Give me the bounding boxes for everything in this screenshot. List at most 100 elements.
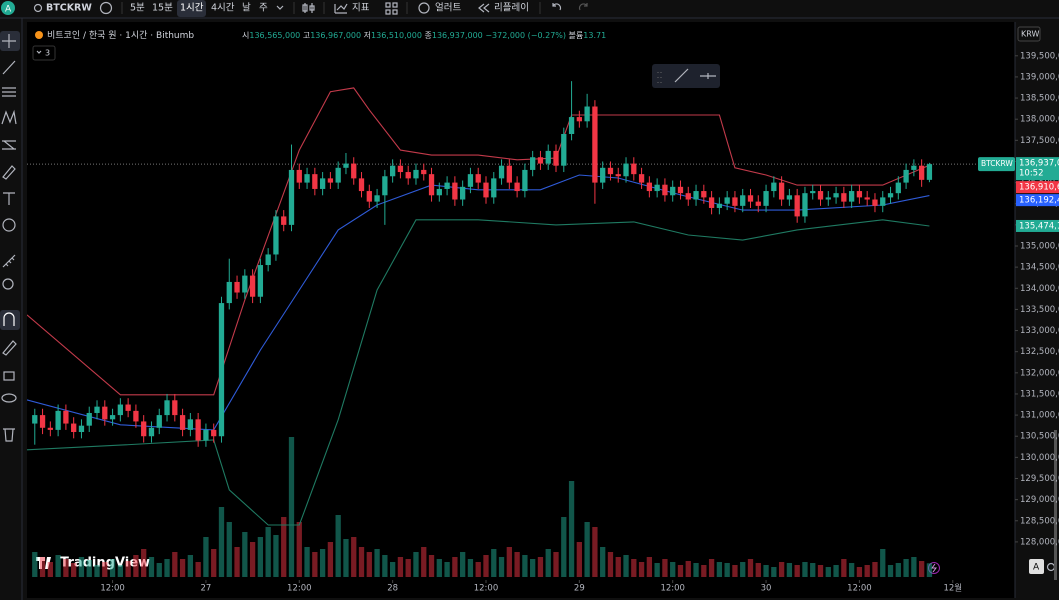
volume-bar [794,565,800,577]
x-tick-label: 12:00 [847,584,872,594]
volume-bar [530,559,536,577]
indicators-icon[interactable] [334,3,348,14]
candle-body [864,197,870,200]
volume-bar [327,542,334,577]
volume-bar [926,563,933,577]
volume-bar [880,549,886,577]
interval[interactable]: 1시간 [180,3,204,14]
alert-icon[interactable] [418,2,430,14]
fib-tool[interactable] [2,87,16,97]
candle-body [561,133,567,166]
compare-icon[interactable] [99,1,113,15]
volume-bar [203,537,209,577]
candle-body [693,191,699,200]
auto-button[interactable] [1029,559,1044,574]
delete-tool[interactable] [3,428,15,442]
candle-body [833,193,839,198]
candle-body [32,415,38,424]
indicator-count: 3 [45,49,50,58]
pattern-tool[interactable] [1,109,17,125]
band-price-box [1016,219,1059,232]
replay-icon[interactable] [478,3,490,13]
volume-bar [226,522,232,577]
interval[interactable]: 5분 [130,3,145,14]
volume-bar [895,563,901,577]
candle-body [436,188,442,196]
indicator-toggle[interactable] [32,45,56,61]
volume-bar [288,437,295,577]
volume-bar [413,552,419,577]
text-tool[interactable] [3,192,15,205]
volume-bar [273,535,279,577]
prediction-tool[interactable] [2,140,16,150]
y-tick-label: 128,000,000 [1020,537,1059,547]
candle-body [919,165,925,180]
hline-button[interactable] [700,73,716,79]
candle-body [304,174,310,183]
volume-bar [584,522,590,577]
zoom-tool[interactable] [2,278,14,290]
interval[interactable]: 주 [259,3,268,14]
measure-tool[interactable] [2,254,16,268]
volume-bar [102,562,108,577]
magnet-tool[interactable] [3,312,15,326]
y-tick-label: 137,500,000 [1020,136,1059,146]
candle-body [615,174,621,177]
volume-bar [211,549,217,577]
y-tick-label: 133,000,000 [1020,326,1059,336]
ohlc-legend: 시136,565,000 고136,967,000 저136,510,000 종… [242,30,606,40]
candle-body [747,195,754,202]
replay[interactable]: 리플레이 [494,3,529,14]
indicators[interactable]: 지표 [352,3,370,14]
interval[interactable]: 4시간 [211,3,235,14]
candle-body [895,182,901,194]
volume-bar [428,555,435,577]
candle-body [47,427,53,430]
search-icon[interactable] [33,3,43,13]
trendline-button[interactable] [674,68,689,83]
volume-bar [319,549,326,577]
volume-bar [187,555,194,577]
volume-bar [778,562,785,577]
volume-bar [382,555,388,577]
interval-menu[interactable] [276,5,284,10]
y-tick-label: 129,500,000 [1020,474,1059,484]
redo[interactable] [578,3,588,11]
visibility-tool[interactable] [1,393,17,403]
candle-body [327,178,334,183]
avatar[interactable] [1,1,15,15]
interval[interactable]: 15분 [152,3,173,14]
templates-icon[interactable] [385,2,398,15]
y-tick-label: 138,500,000 [1020,94,1059,104]
candle-body [460,186,466,200]
drag-handle[interactable] [657,72,662,83]
volume-bar [257,537,264,577]
chart-type-icon[interactable] [302,3,315,13]
crosshair-tool[interactable] [2,34,16,48]
alert[interactable]: 얼러트 [435,3,461,14]
candle-body [638,174,645,183]
candle-body [872,199,878,206]
band-middle [27,174,930,431]
brush-tool[interactable] [2,165,16,180]
candle-body [841,193,847,202]
volume-bar [47,562,53,577]
y-tick-label: 139,500,000 [1020,51,1059,61]
legend: 비트코인 / 한국 원 · 1시간 · Bithumb [47,30,194,41]
candle-body [397,165,404,173]
candle-body [662,184,668,196]
x-tick-label: 12:00 [287,584,312,594]
band-price: 136,192,400 [1019,196,1059,206]
volume-bar [32,552,38,577]
currency-box[interactable] [1017,26,1041,42]
x-tick-label: 30 [761,584,772,594]
emoji-tool[interactable] [2,218,16,232]
lock-draw-tool[interactable] [2,340,17,356]
undo[interactable] [552,3,562,11]
volume-bar [109,559,116,577]
trendline-tool[interactable] [2,60,16,75]
symbol[interactable]: BTCKRW [46,3,92,14]
lock-tool[interactable] [3,371,15,381]
interval[interactable]: 날 [242,3,251,14]
